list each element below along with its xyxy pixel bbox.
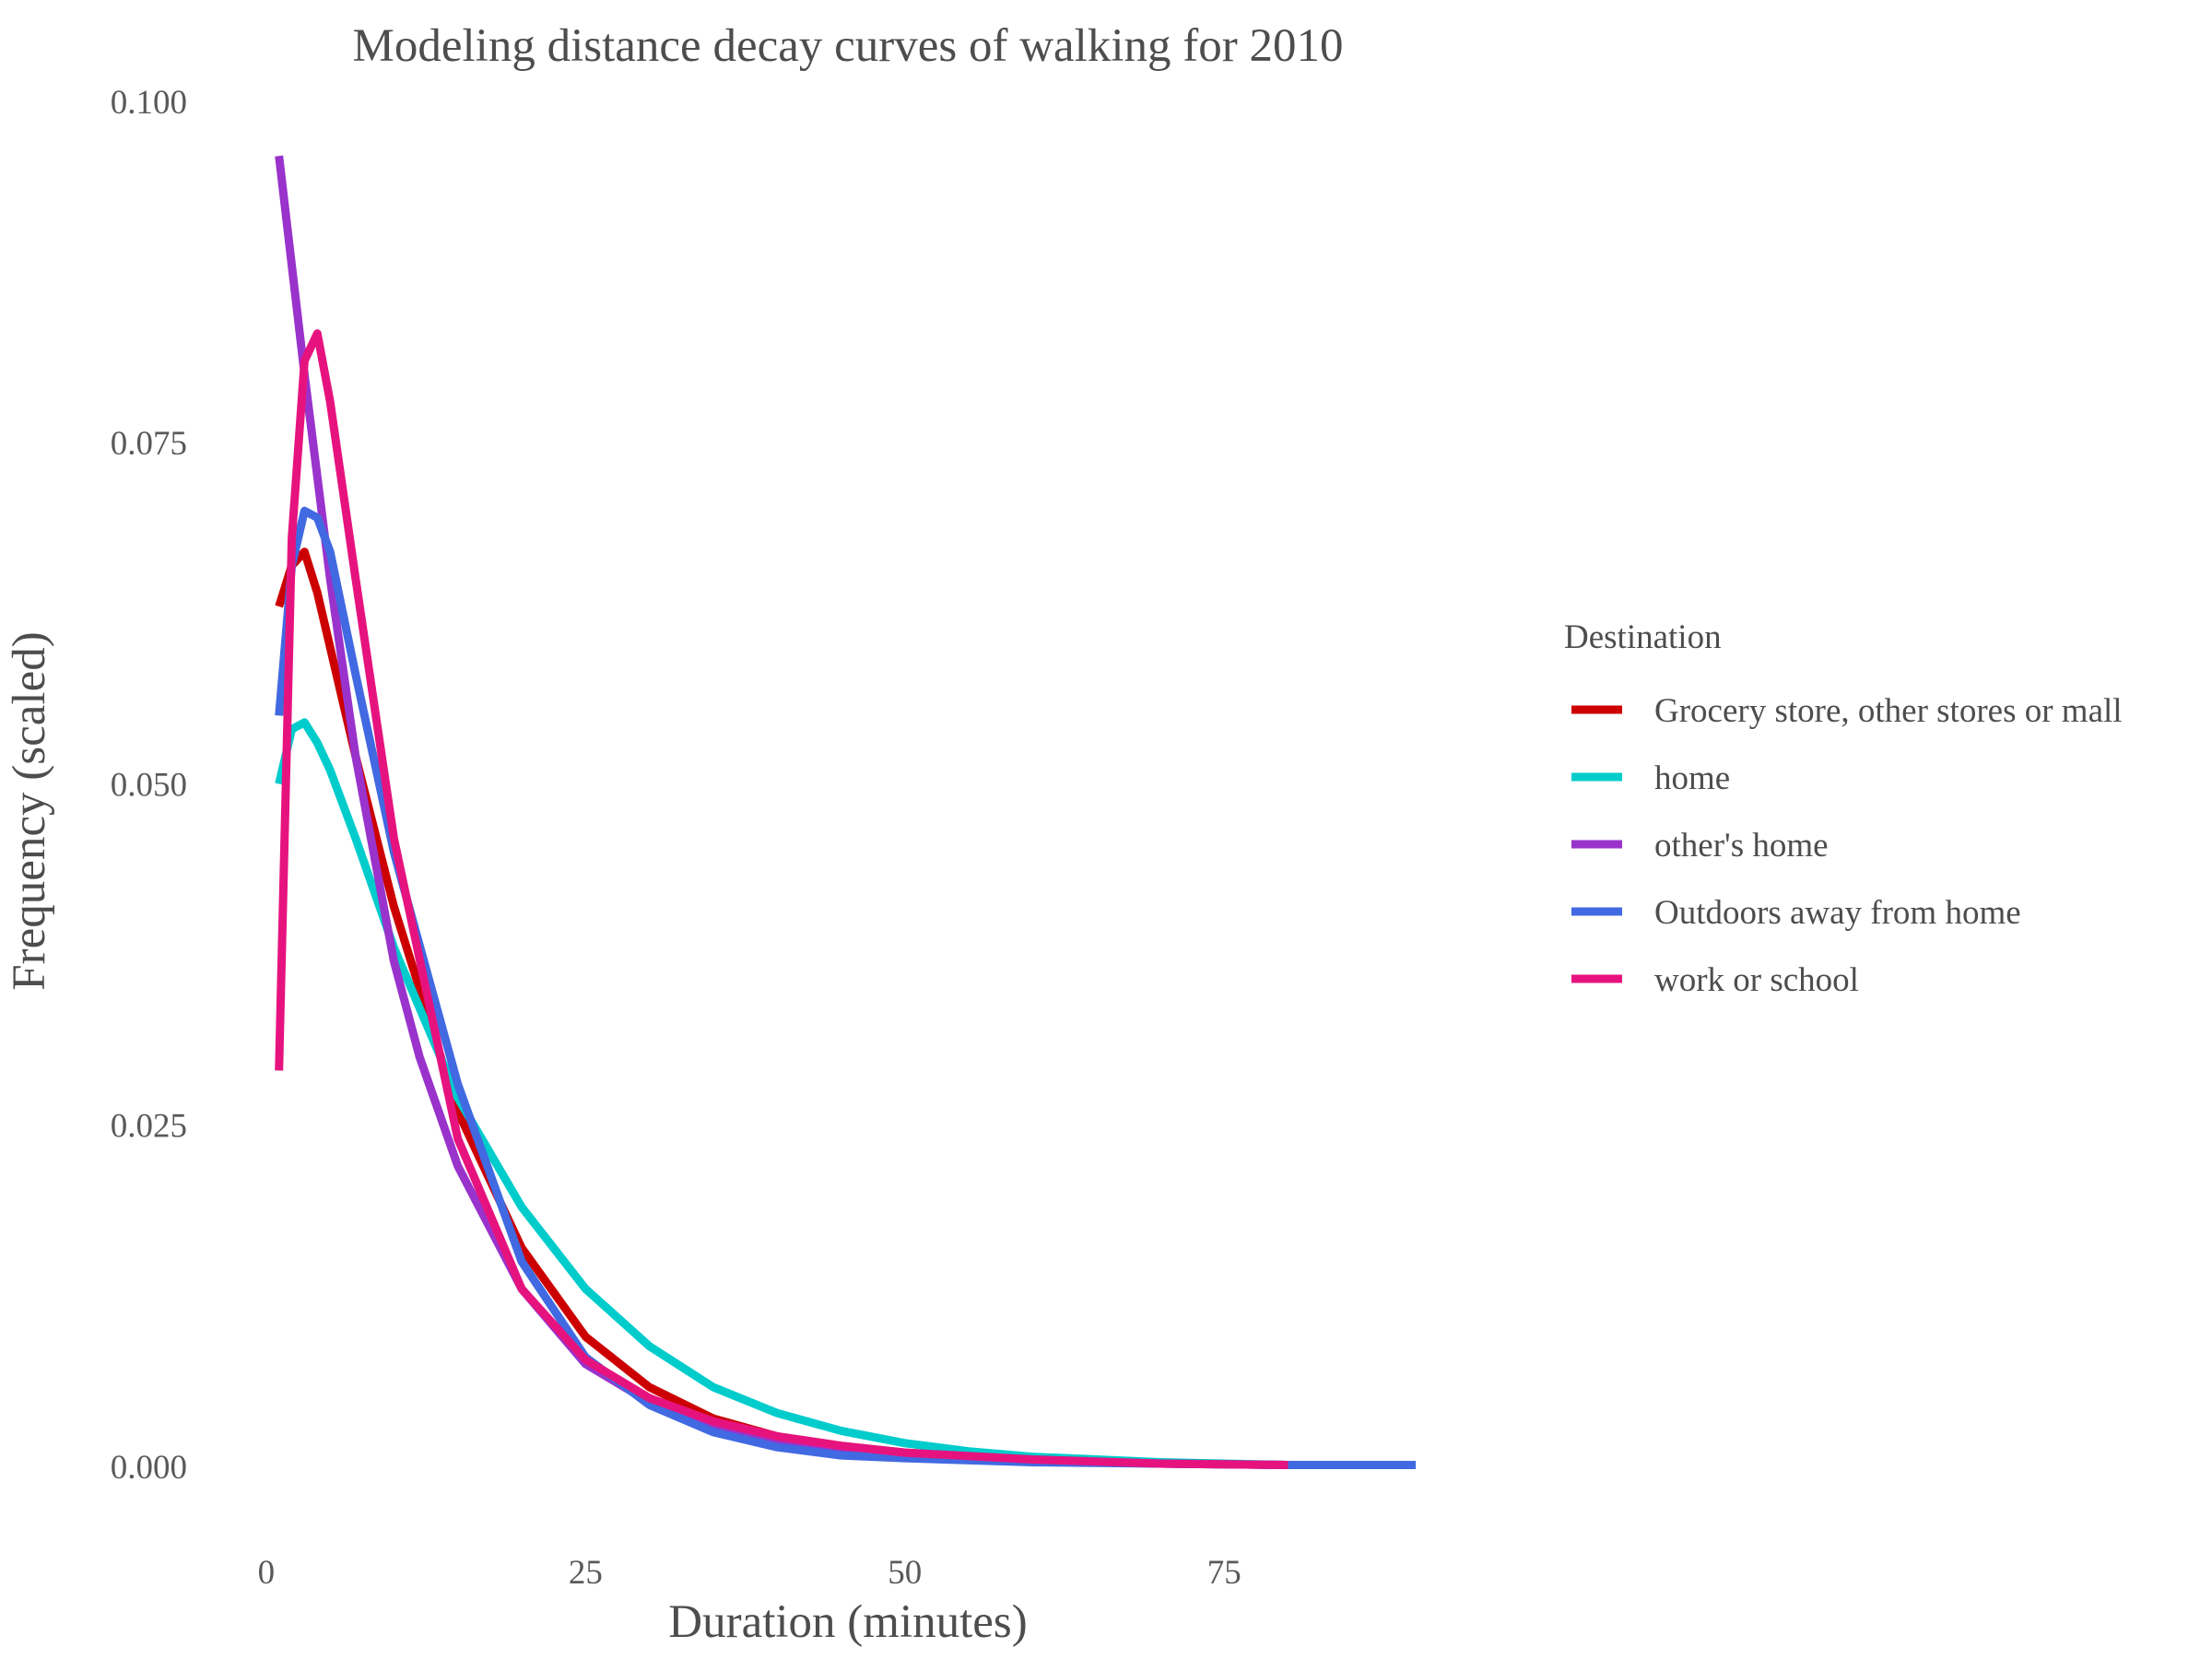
chart-title: Modeling distance decay curves of walkin… [353,20,1344,72]
plot-area [275,155,1417,1469]
legend-items: Grocery store, other stores or mall home o… [1571,692,2123,999]
x-tick-label: 25 [569,1554,603,1592]
legend-title: Destination [1564,618,1722,656]
x-axis-title: Duration (minutes) [668,1596,1028,1648]
y-axis: 0.000 0.025 0.050 0.075 0.100 [111,84,187,1487]
y-tick-label: 0.075 [111,425,187,463]
y-tick-label: 0.025 [111,1108,187,1146]
series-line [275,155,1288,1469]
legend-label: Outdoors away from home [1654,894,2021,932]
legend-label: work or school [1654,961,1859,999]
series-lines [275,155,1417,1469]
legend-label: home [1654,759,1730,797]
series-line [275,718,1288,1469]
legend-label: other's home [1654,827,1829,865]
y-tick-label: 0.100 [111,84,187,122]
series-line [275,506,1417,1469]
x-tick-label: 50 [888,1554,922,1592]
legend: Destination Grocery store, other stores … [1564,618,2123,999]
x-axis: 0 25 50 75 [258,1554,1241,1592]
y-axis-title: Frequency (scaled) [4,631,55,990]
series-line [275,329,1288,1469]
x-tick-label: 0 [258,1554,276,1592]
y-tick-label: 0.000 [111,1449,187,1487]
y-tick-label: 0.050 [111,766,187,804]
x-tick-label: 75 [1207,1554,1241,1592]
legend-label: Grocery store, other stores or mall [1654,692,2123,730]
